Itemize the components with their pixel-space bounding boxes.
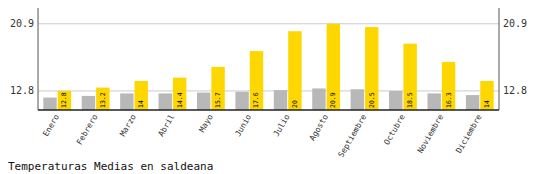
data-label: 14: [137, 100, 145, 108]
bar: [365, 27, 378, 110]
bar: [120, 93, 133, 110]
bar: [427, 93, 440, 110]
data-label: 15.7: [214, 92, 222, 108]
bar: [274, 90, 287, 110]
x-tick-label: Marzo: [118, 113, 138, 139]
chart-root: 12.8 13.2 14 14.4 15.7 17.6 20 20.9 20.5 18.5 16.3…: [0, 0, 537, 174]
x-tick-label: Enero: [41, 113, 61, 139]
bar: [442, 62, 455, 110]
data-label: 16.3: [445, 92, 453, 108]
bar: [327, 24, 340, 110]
bar: [159, 93, 172, 110]
bars: [43, 24, 493, 110]
x-tick-label: Octubre: [382, 113, 407, 147]
bar: [235, 92, 248, 110]
x-axis-line: [38, 109, 499, 111]
bar: [351, 89, 364, 110]
data-label: 12.8: [60, 92, 68, 108]
y2-tick-label: 20.9: [503, 18, 527, 29]
bar: [389, 91, 402, 110]
bar: [480, 81, 493, 110]
data-label: 14.4: [176, 92, 184, 108]
x-tick-label: Junio: [233, 113, 253, 139]
y-tick-label: 12.8: [10, 85, 34, 96]
x-tick-label: Abril: [157, 113, 177, 139]
y-tick-label: 20.9: [10, 18, 34, 29]
data-label: 20.5: [368, 92, 376, 108]
bar: [288, 31, 301, 110]
bar: [466, 95, 479, 110]
x-tick-label: Agosto: [308, 113, 330, 143]
chart-svg: 12.8 13.2 14 14.4 15.7 17.6 20 20.9 20.5 18.5 16.3…: [0, 0, 537, 174]
bar: [96, 88, 109, 110]
y2-tick-label: 12.8: [503, 85, 527, 96]
y-axis-line: [38, 8, 39, 110]
x-tick-label: Febrero: [75, 113, 100, 147]
data-label: 13.2: [99, 92, 107, 108]
bar: [211, 67, 224, 110]
y2-axis-line: [499, 8, 500, 110]
x-tick-label: Julio: [272, 113, 292, 139]
title: Temperaturas Medias en saldeana: [8, 160, 213, 173]
bar: [312, 88, 325, 110]
bar: [173, 78, 186, 110]
x-tick-label: Mayo: [197, 113, 215, 134]
bar: [58, 91, 71, 110]
data-label: 20.9: [329, 92, 337, 108]
bar: [82, 96, 95, 110]
x-tick-label: Diciembre: [454, 113, 484, 155]
data-label: 17.6: [252, 92, 260, 108]
bar: [43, 98, 56, 110]
data-label: 14: [483, 100, 491, 108]
x-tick-label: Septiembre: [337, 113, 369, 159]
bar: [403, 44, 416, 110]
data-label: 20: [291, 100, 299, 108]
grid-line: [38, 23, 499, 24]
bar: [135, 81, 148, 110]
bar: [250, 51, 263, 110]
x-tick-label: Noviembre: [416, 113, 446, 155]
data-label: 18.5: [406, 92, 414, 108]
bar: [197, 93, 210, 110]
